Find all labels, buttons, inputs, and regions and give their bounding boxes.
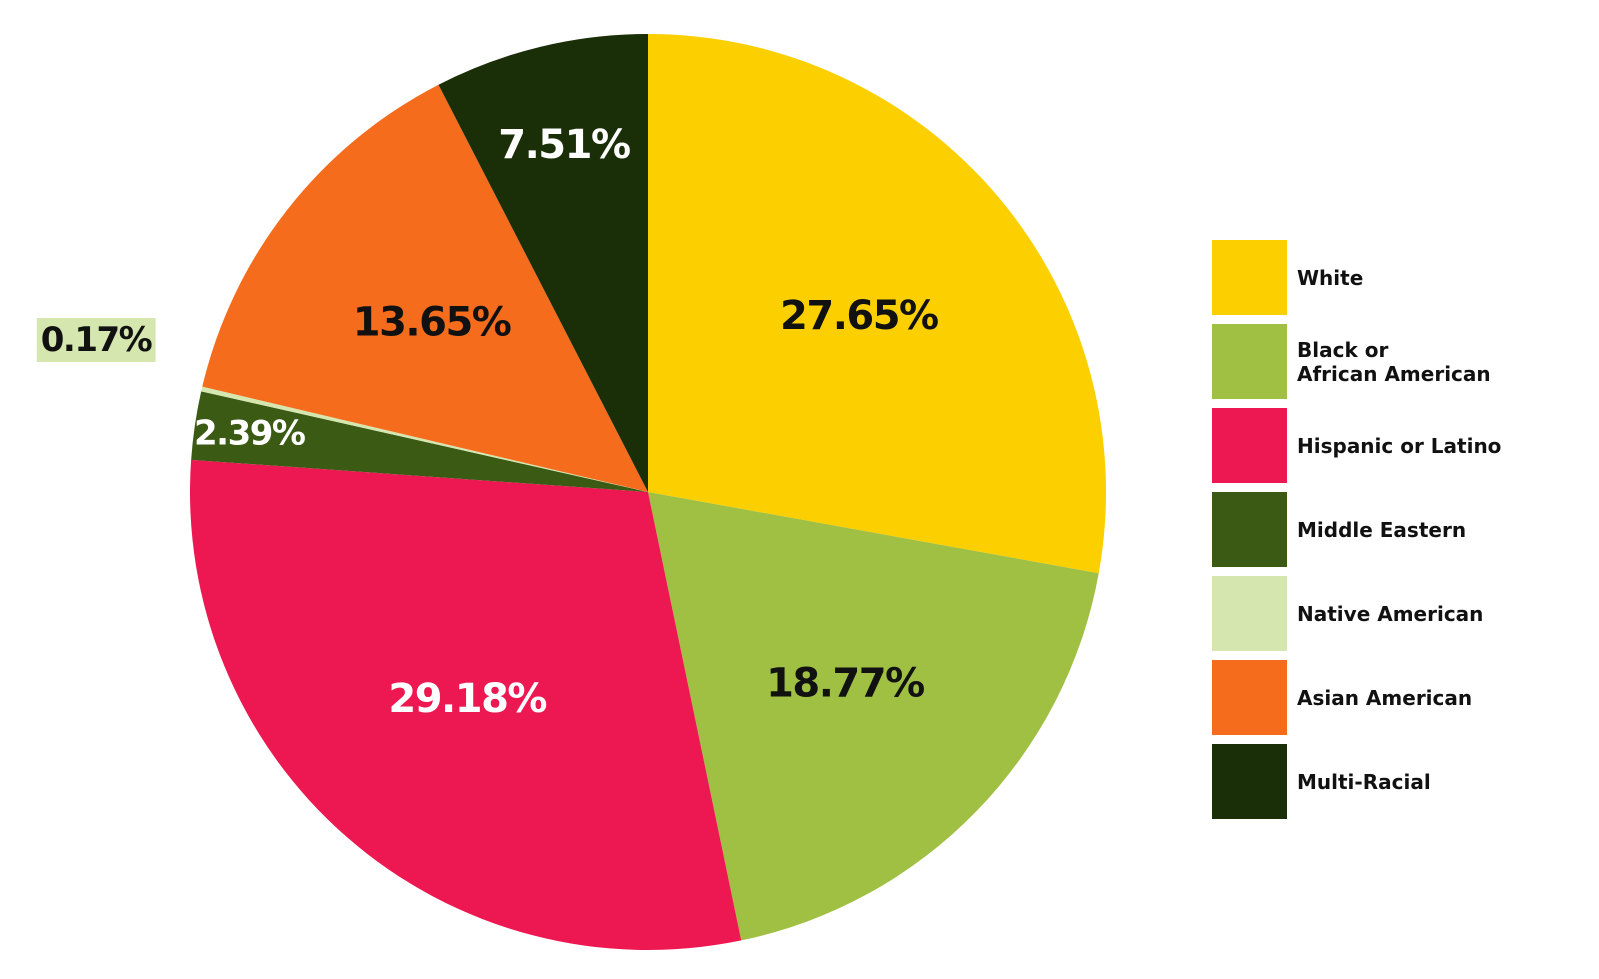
legend-item-hispanic-or-latino: Hispanic or Latino [1212,408,1572,483]
data-label-asian-american: 13.65% [353,300,511,346]
pie-slice-native-american [201,386,648,492]
legend-label: Hispanic or Latino [1297,433,1502,458]
legend-swatch [1212,240,1287,315]
legend-swatch [1212,492,1287,567]
legend-item-asian-american: Asian American [1212,660,1572,735]
pie-slice-black-or-african-american [648,492,1099,941]
pie-slice-white [648,34,1106,574]
legend-label: Multi-Racial [1297,769,1431,794]
legend-label: Asian American [1297,685,1473,710]
data-label-multi-racial: 7.51% [498,122,630,168]
legend-swatch [1212,744,1287,819]
pie-slice-multi-racial [438,34,648,492]
legend-label: Native American [1297,601,1484,626]
legend-label: Middle Eastern [1297,517,1467,542]
pie-slice-hispanic-or-latino [189,459,742,950]
data-label-hispanic-or-latino: 29.18% [388,676,546,722]
legend-swatch [1212,660,1287,735]
legend-item-black-or-african-american: Black or African American [1212,324,1572,399]
legend: White Black or African American Hispanic o… [1212,240,1572,828]
data-label-highlight [36,318,156,363]
legend-swatch [1212,324,1287,399]
data-label-middle-eastern: 2.39% [194,413,305,453]
legend-label: Black or African American [1297,337,1491,386]
data-label-native-american: 0.17% [41,320,152,360]
pie-slice-middle-eastern [191,391,648,492]
legend-label: White [1297,265,1364,290]
legend-swatch [1212,408,1287,483]
legend-item-middle-eastern: Middle Eastern [1212,492,1572,567]
data-label-black-or-african-american: 18.77% [766,661,924,707]
legend-item-multi-racial: Multi-Racial [1212,744,1572,819]
legend-item-white: White [1212,240,1572,315]
data-label-white: 27.65% [780,293,938,339]
pie-slice-asian-american [202,84,649,493]
legend-swatch [1212,576,1287,651]
legend-item-native-american: Native American [1212,576,1572,651]
